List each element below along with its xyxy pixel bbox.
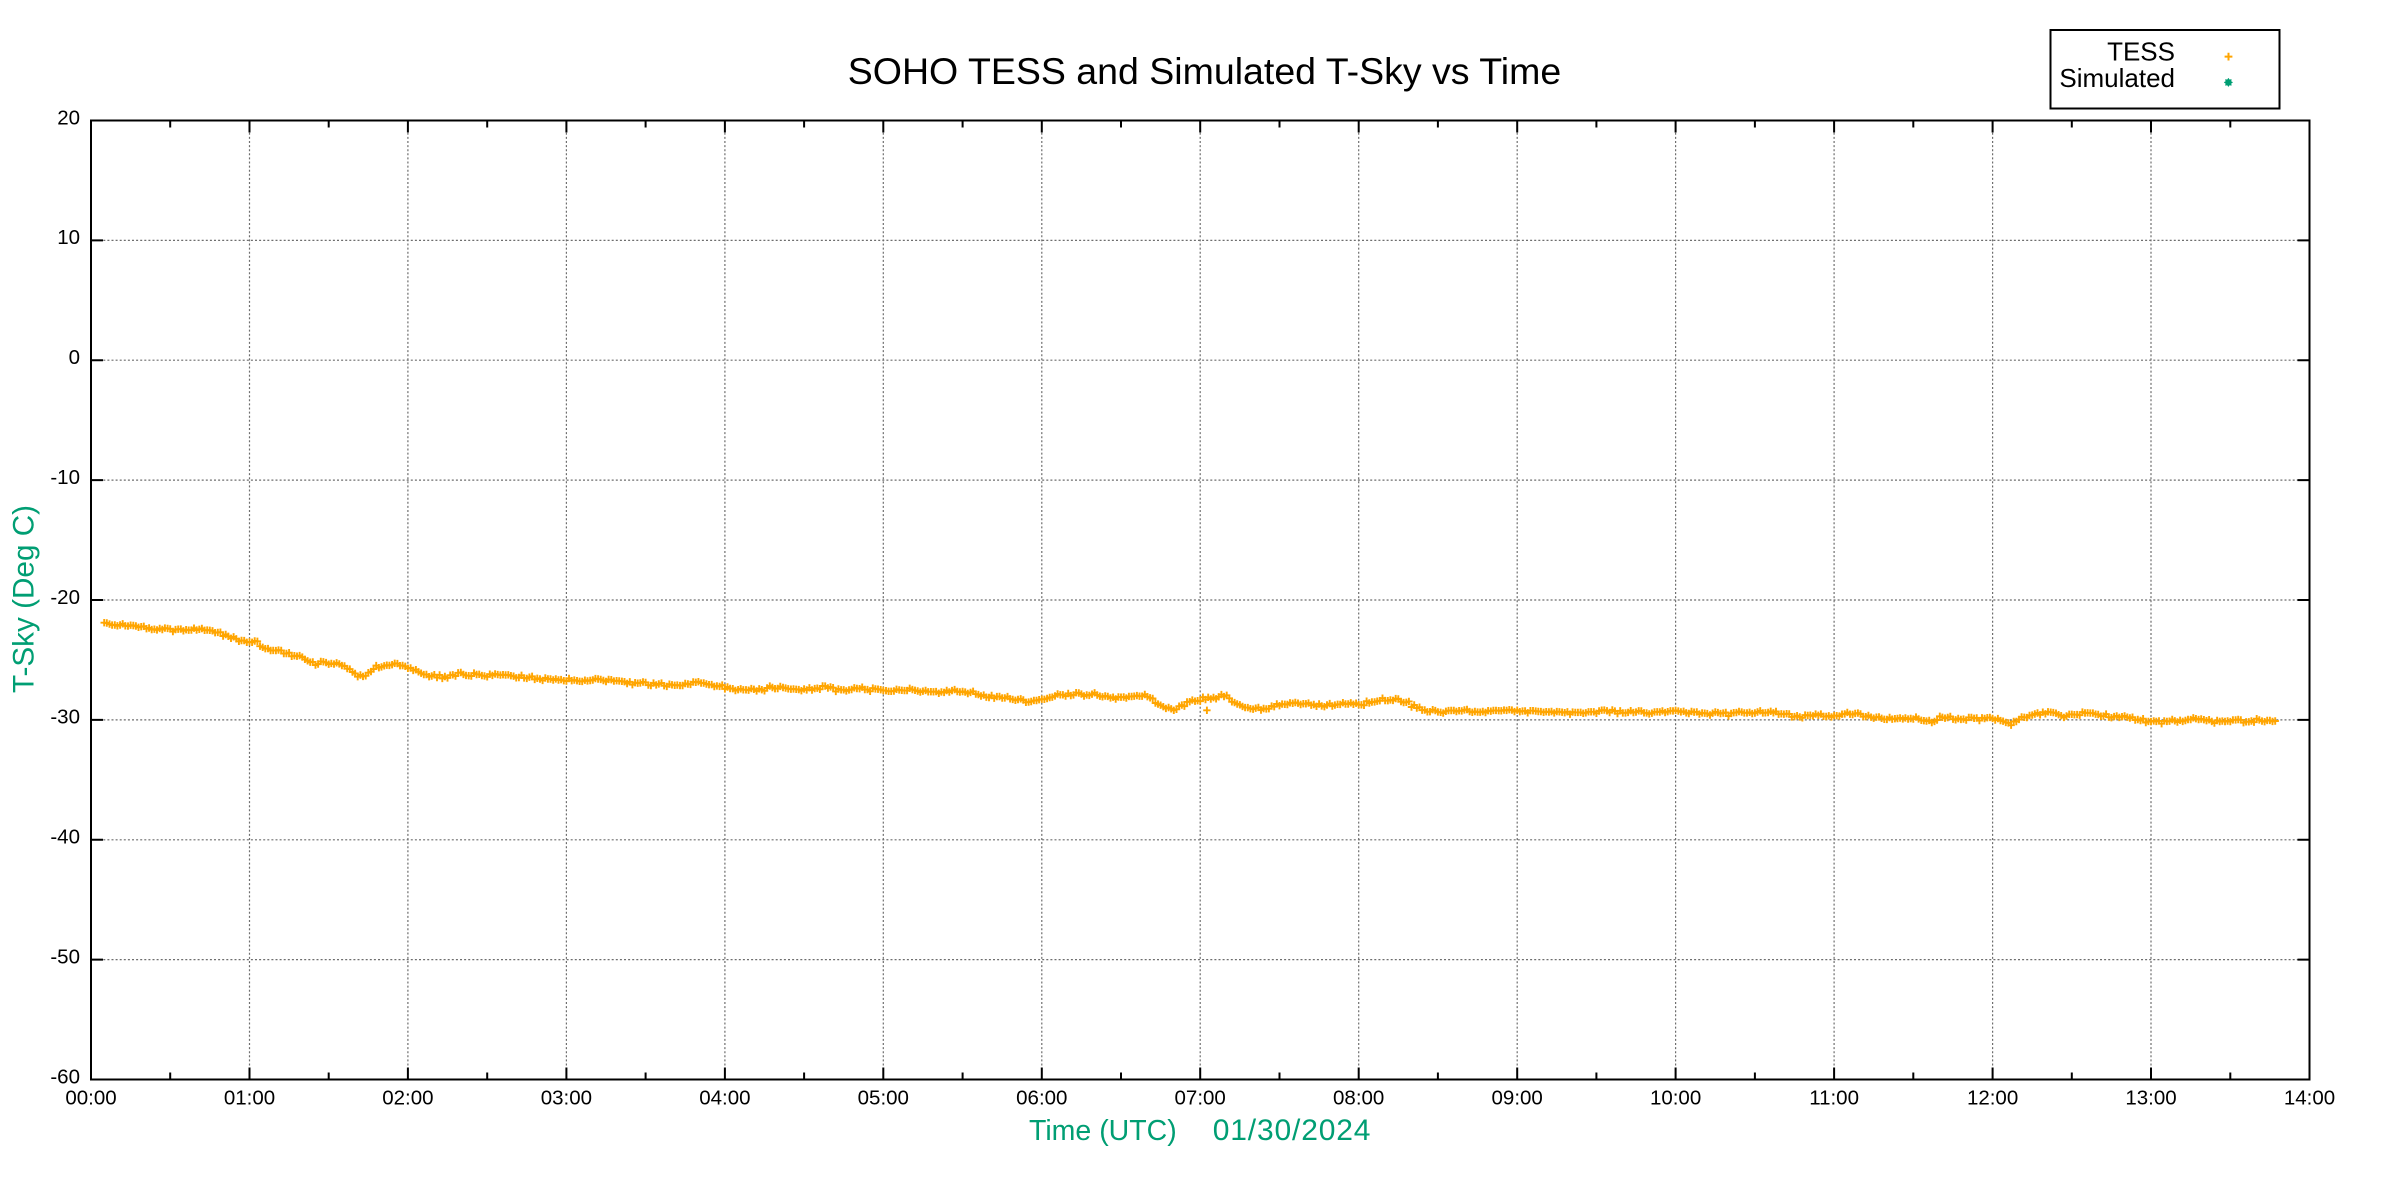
svg-text:20: 20 (57, 106, 80, 129)
svg-text:06:00: 06:00 (1016, 1087, 1067, 1110)
svg-text:-30: -30 (50, 706, 80, 729)
svg-text:03:00: 03:00 (541, 1087, 592, 1110)
svg-text:08:00: 08:00 (1333, 1087, 1384, 1110)
svg-text:TESS: TESS (2107, 37, 2175, 67)
svg-text:SOHO TESS and Simulated T-Sky: SOHO TESS and Simulated T-Sky vs Time (848, 50, 1561, 92)
svg-text:02:00: 02:00 (382, 1087, 433, 1110)
svg-text:T-Sky (Deg C): T-Sky (Deg C) (8, 505, 41, 693)
svg-text:-40: -40 (50, 826, 80, 849)
svg-text:0: 0 (69, 346, 80, 369)
svg-text:09:00: 09:00 (1492, 1087, 1543, 1110)
svg-text:07:00: 07:00 (1175, 1087, 1226, 1110)
svg-text:14:00: 14:00 (2284, 1087, 2335, 1110)
svg-text:10: 10 (57, 226, 80, 249)
svg-text:01:00: 01:00 (224, 1087, 275, 1110)
svg-text:04:00: 04:00 (699, 1087, 750, 1110)
svg-text:11:00: 11:00 (1809, 1087, 1859, 1110)
svg-text:Time (UTC): Time (UTC) (1029, 1115, 1177, 1147)
svg-text:13:00: 13:00 (2125, 1087, 2176, 1110)
svg-text:-10: -10 (50, 466, 80, 489)
svg-text:00:00: 00:00 (65, 1087, 116, 1110)
svg-text:12:00: 12:00 (1967, 1087, 2018, 1110)
svg-text:Simulated: Simulated (2059, 63, 2175, 93)
svg-text:-60: -60 (50, 1065, 80, 1088)
svg-text:-20: -20 (50, 586, 80, 609)
svg-text:05:00: 05:00 (858, 1087, 909, 1110)
svg-text:-50: -50 (50, 945, 80, 968)
svg-text:10:00: 10:00 (1650, 1087, 1701, 1110)
svg-text:01/30/2024: 01/30/2024 (1213, 1114, 1372, 1147)
